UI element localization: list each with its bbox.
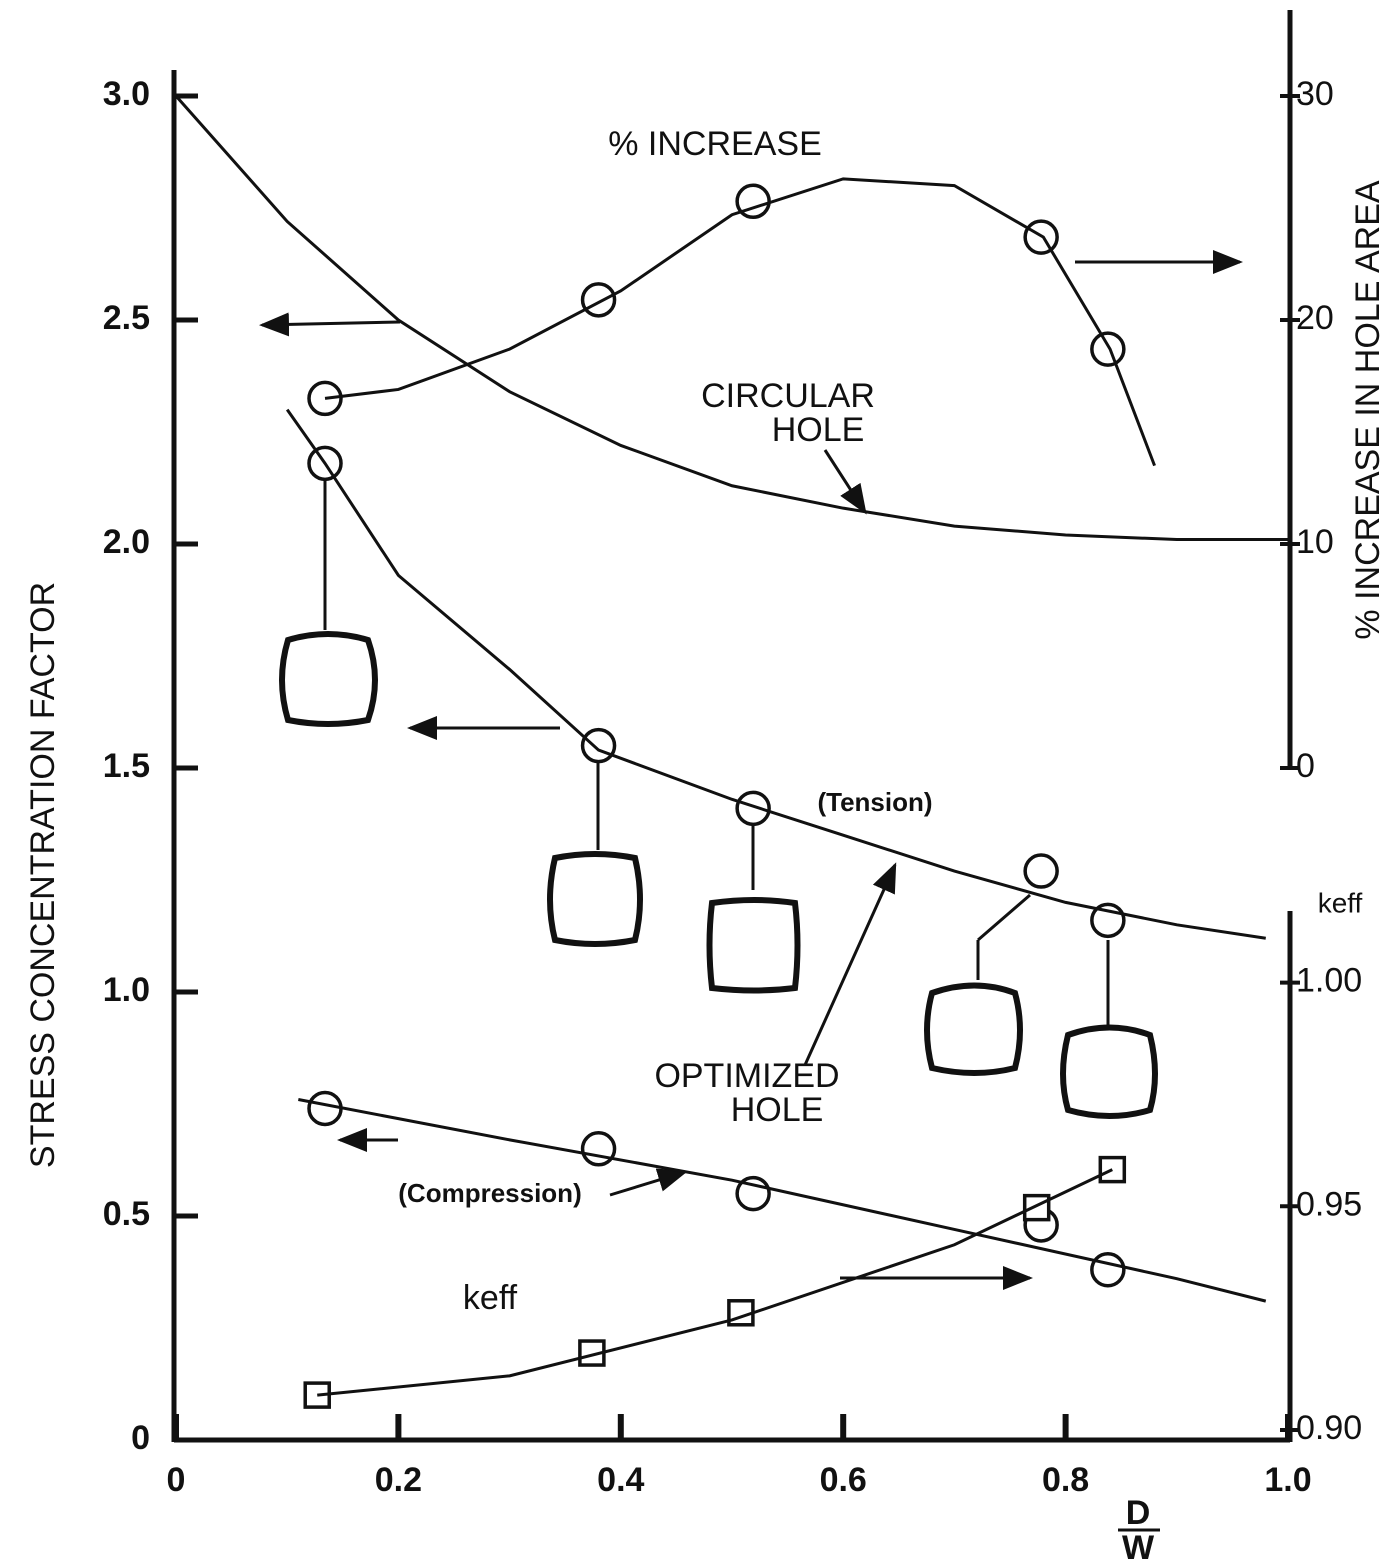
x-tick-label: 0.4	[597, 1461, 644, 1499]
y3-tick-label: 0.90	[1296, 1409, 1362, 1447]
annotation: CIRCULAR	[701, 377, 875, 415]
x-axis-label: D	[1126, 1494, 1151, 1532]
annotation: HOLE	[772, 411, 865, 449]
y2-tick-label: 10	[1296, 523, 1334, 561]
y-tick-label: 3.0	[103, 75, 150, 113]
fit-curve	[285, 408, 1266, 940]
annotation: HOLE	[731, 1091, 824, 1129]
y-tick-label: 1.5	[103, 747, 150, 785]
series-label: (Tension)	[817, 787, 932, 817]
fit-curve	[174, 95, 1288, 542]
x-tick-label: 0.8	[1042, 1461, 1089, 1499]
marker	[580, 282, 617, 318]
x-tick-label: 0.2	[375, 1461, 422, 1499]
marker	[1090, 331, 1126, 367]
y-tick-label: 0.5	[103, 1195, 150, 1233]
fit-curve	[298, 1098, 1267, 1303]
x-tick-label: 0.6	[820, 1461, 867, 1499]
x-axis-label: W	[1122, 1529, 1155, 1566]
y2-tick-label: 20	[1296, 299, 1334, 337]
y2-tick-label: 30	[1296, 75, 1334, 113]
y-tick-label: 2.0	[103, 523, 150, 561]
decorations	[259, 250, 1243, 1290]
series-label: (Compression)	[398, 1178, 581, 1208]
series-label: keff	[463, 1279, 518, 1317]
y-axis-label: STRESS CONCENTRATION FACTOR	[24, 582, 62, 1168]
marker	[307, 1090, 343, 1127]
x-tick-label: 1.0	[1264, 1461, 1311, 1499]
y2-tick-label: 0	[1296, 747, 1315, 785]
fit-curve	[317, 1168, 1113, 1397]
y-tick-label: 2.5	[103, 299, 150, 337]
annotation: OPTIMIZED	[654, 1057, 839, 1095]
marker	[580, 1131, 617, 1167]
x-tick-label: 0	[167, 1461, 186, 1499]
marker	[735, 790, 771, 827]
fit-curve	[324, 177, 1156, 467]
axes	[171, 10, 1293, 1443]
series-label: % INCREASE	[608, 125, 822, 163]
y2-axis-label: % INCREASE IN HOLE AREA	[1349, 180, 1387, 639]
marker	[1090, 1252, 1126, 1288]
y3-axis-label: keff	[1318, 887, 1363, 918]
marker	[1022, 1193, 1051, 1222]
y3-tick-label: 0.95	[1296, 1185, 1362, 1223]
marker	[1023, 853, 1059, 889]
y-tick-label: 0	[131, 1419, 150, 1457]
marker	[580, 727, 617, 764]
y3-tick-label: 1.00	[1296, 962, 1362, 1000]
y-tick-label: 1.0	[103, 971, 150, 1009]
